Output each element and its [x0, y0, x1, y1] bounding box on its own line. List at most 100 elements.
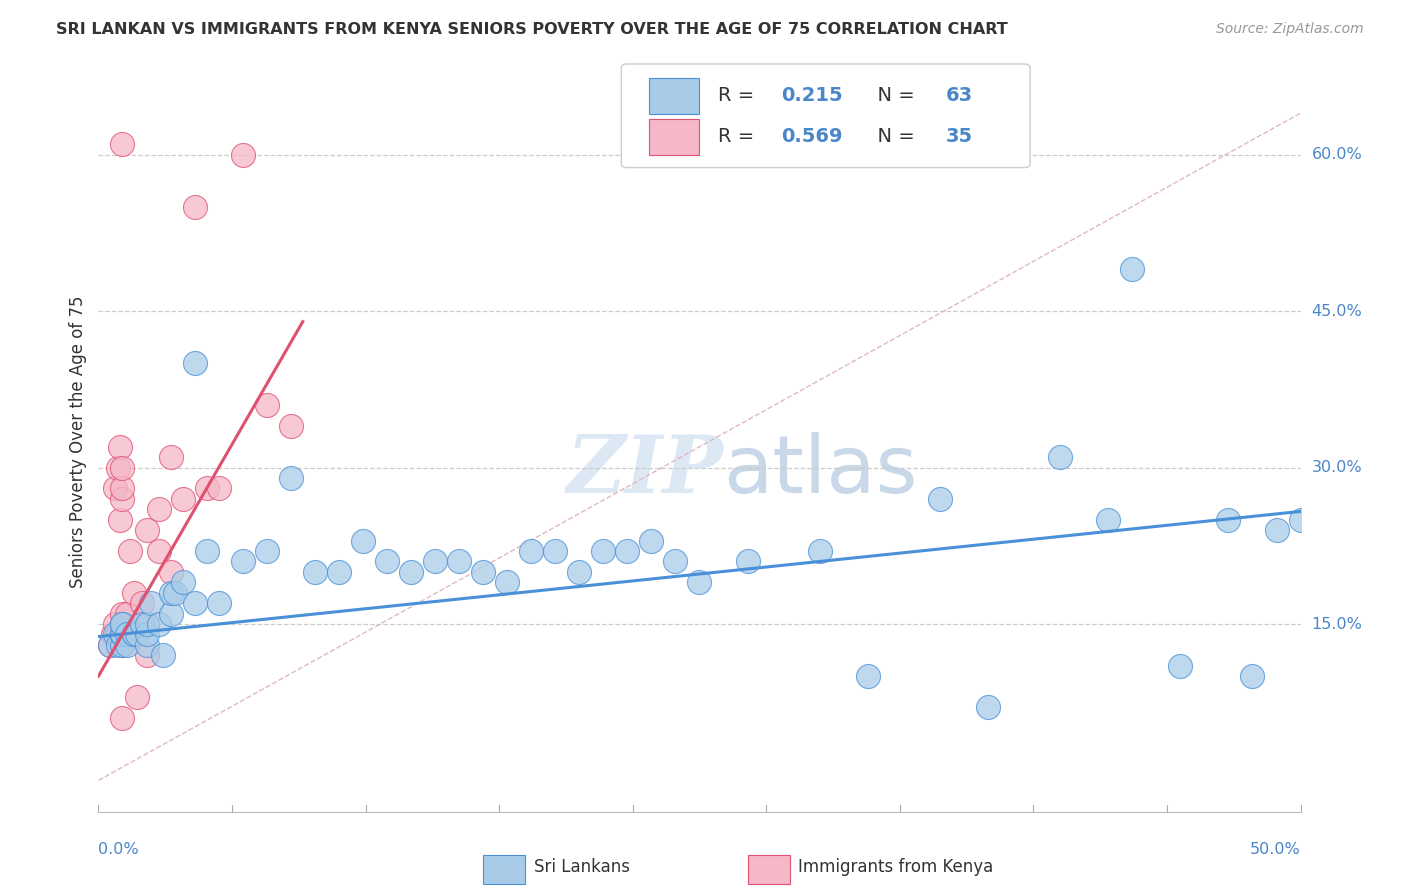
Point: [1241, 669, 1264, 683]
Point: [117, 627, 139, 641]
Point: [104, 617, 127, 632]
Point: [135, 617, 157, 632]
Text: R =: R =: [717, 86, 761, 104]
Point: [280, 418, 302, 433]
Point: [208, 482, 231, 496]
Point: [111, 491, 134, 506]
Point: [141, 596, 163, 610]
Text: 45.0%: 45.0%: [1312, 303, 1362, 318]
Text: N =: N =: [865, 86, 921, 104]
Point: [111, 627, 134, 641]
Point: [111, 617, 134, 632]
Point: [544, 544, 567, 558]
Point: [195, 544, 218, 558]
Point: [520, 544, 543, 558]
Text: 0.569: 0.569: [782, 127, 842, 146]
FancyBboxPatch shape: [650, 120, 699, 155]
Point: [125, 627, 148, 641]
Point: [111, 617, 134, 632]
Point: [125, 690, 148, 704]
Point: [496, 575, 519, 590]
Point: [148, 617, 170, 632]
Text: 63: 63: [946, 86, 973, 104]
Point: [111, 638, 134, 652]
Point: [111, 482, 134, 496]
Point: [568, 565, 591, 579]
FancyBboxPatch shape: [484, 855, 526, 884]
Point: [107, 627, 129, 641]
Point: [111, 627, 134, 641]
Point: [856, 669, 879, 683]
Point: [737, 554, 759, 568]
Point: [108, 513, 131, 527]
Point: [352, 533, 374, 548]
Point: [135, 627, 157, 641]
Point: [256, 544, 278, 558]
Point: [124, 586, 146, 600]
Point: [1265, 523, 1288, 537]
Point: [1097, 513, 1119, 527]
Point: [111, 711, 134, 725]
Point: [928, 491, 950, 506]
Point: [118, 544, 141, 558]
Text: Immigrants from Kenya: Immigrants from Kenya: [799, 858, 993, 876]
Point: [172, 575, 194, 590]
Point: [159, 607, 181, 621]
Point: [232, 554, 254, 568]
Point: [117, 607, 139, 621]
Point: [1289, 513, 1312, 527]
Text: SRI LANKAN VS IMMIGRANTS FROM KENYA SENIORS POVERTY OVER THE AGE OF 75 CORRELATI: SRI LANKAN VS IMMIGRANTS FROM KENYA SENI…: [56, 22, 1008, 37]
Point: [100, 638, 122, 652]
Point: [159, 586, 181, 600]
Text: Source: ZipAtlas.com: Source: ZipAtlas.com: [1216, 22, 1364, 37]
Text: 15.0%: 15.0%: [1312, 616, 1362, 632]
Text: 50.0%: 50.0%: [1250, 842, 1301, 857]
Point: [107, 460, 129, 475]
Point: [135, 638, 157, 652]
Point: [111, 460, 134, 475]
Point: [232, 148, 254, 162]
Point: [104, 482, 127, 496]
Point: [256, 398, 278, 412]
Text: N =: N =: [865, 127, 921, 146]
Point: [131, 596, 153, 610]
Point: [172, 491, 194, 506]
Text: ZIP: ZIP: [567, 433, 724, 510]
Point: [616, 544, 638, 558]
Point: [808, 544, 831, 558]
Point: [592, 544, 614, 558]
Point: [104, 627, 127, 641]
Point: [108, 440, 131, 454]
Point: [117, 638, 139, 652]
FancyBboxPatch shape: [748, 855, 790, 884]
Point: [664, 554, 686, 568]
Text: Sri Lankans: Sri Lankans: [534, 858, 630, 876]
Y-axis label: Seniors Poverty Over the Age of 75: Seniors Poverty Over the Age of 75: [69, 295, 87, 588]
Point: [124, 627, 146, 641]
Point: [183, 356, 205, 370]
Point: [131, 617, 153, 632]
FancyBboxPatch shape: [650, 78, 699, 113]
Point: [375, 554, 398, 568]
Point: [1218, 513, 1240, 527]
FancyBboxPatch shape: [621, 64, 1031, 168]
Point: [977, 700, 1000, 714]
Point: [111, 627, 134, 641]
Point: [135, 617, 157, 632]
Point: [195, 482, 218, 496]
Point: [107, 638, 129, 652]
Point: [447, 554, 470, 568]
Point: [135, 523, 157, 537]
Point: [111, 607, 134, 621]
Text: 60.0%: 60.0%: [1312, 147, 1362, 162]
Point: [183, 200, 205, 214]
Text: R =: R =: [717, 127, 761, 146]
Point: [101, 627, 124, 641]
Point: [399, 565, 422, 579]
Point: [152, 648, 174, 663]
Point: [124, 627, 146, 641]
Point: [423, 554, 446, 568]
Text: 0.215: 0.215: [782, 86, 842, 104]
Point: [165, 586, 187, 600]
Point: [100, 638, 122, 652]
